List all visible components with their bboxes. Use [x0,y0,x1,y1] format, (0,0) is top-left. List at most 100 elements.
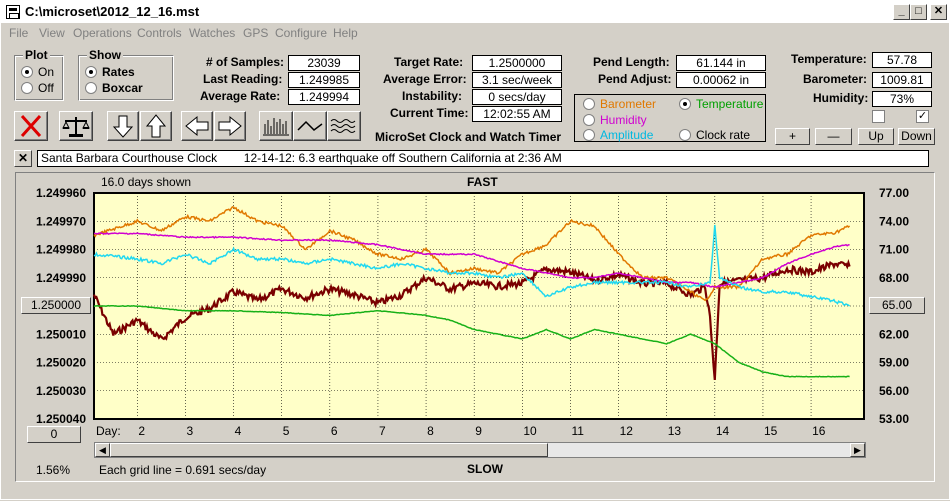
x-tick-label: 3 [186,424,193,438]
center-rate-button[interactable]: 1.250000 [21,297,91,314]
right-tick-label: 68.00 [879,271,909,285]
left-tick-label: 1.249960 [36,186,86,200]
pend-adjust-field: 0.00062 in [676,72,766,88]
horizontal-scrollbar[interactable]: ◀ ▶ [94,442,866,458]
sensor-clock-rate[interactable]: Clock rate [679,128,750,142]
note-field[interactable]: Santa Barbara Courthouse Clock 12-14-12:… [37,150,929,167]
show-boxcar-radio[interactable]: Boxcar [85,81,143,95]
x-tick-label: 11 [571,424,584,438]
average-rate-label: Average Rate: [200,89,281,103]
x-tick-label: 9 [475,424,482,438]
samples-label: # of Samples: [206,55,285,69]
noise-button[interactable] [327,111,361,141]
histogram-button[interactable] [259,111,293,141]
sensor-temperature-label: Temperature [696,97,764,111]
show-rates-radio[interactable]: Rates [85,65,135,79]
menu-help[interactable]: Help [333,26,358,40]
scroll-left-icon[interactable]: ◀ [95,443,110,457]
sensor-amplitude-label: Amplitude [600,128,654,142]
menu-controls[interactable]: Controls [137,26,182,40]
maximize-button[interactable]: □ [910,4,927,20]
arrow-down-icon [112,115,134,138]
right-tick-label: 62.00 [879,327,909,341]
menu-bar: File View Operations Controls Watches GP… [1,23,950,43]
menu-watches[interactable]: Watches [189,26,236,40]
app-icon [6,5,20,19]
target-rate-field[interactable]: 1.2500000 [472,55,562,71]
current-time-field: 12:02:55 AM [472,106,562,122]
x-tick-label: 14 [716,424,730,438]
show-boxcar-label: Boxcar [102,81,143,95]
sensor-humidity[interactable]: Humidity [583,113,647,127]
red-x-icon [20,114,42,138]
menu-view[interactable]: View [39,26,65,40]
sensor-barometer[interactable]: Barometer [583,97,656,111]
plot-area [93,192,865,420]
move-right-button[interactable] [214,111,246,141]
left-tick-label: 1.250010 [36,327,86,341]
down-button[interactable]: Down [898,128,935,145]
sensor-temperature[interactable]: Temperature [679,97,763,111]
plot-off-radio[interactable]: Off [21,81,54,95]
grid-note-label: Each grid line = 0.691 secs/day [99,463,267,477]
menu-configure[interactable]: Configure [275,26,328,40]
menu-file[interactable]: File [9,26,29,40]
plot-off-label: Off [38,81,54,95]
pend-length-field[interactable]: 61.144 in [676,55,766,71]
clear-button[interactable] [14,111,48,141]
days-shown-label: 16.0 days shown [101,175,192,189]
sensor-amplitude[interactable]: Amplitude [583,128,653,142]
menu-operations[interactable]: Operations [73,26,132,40]
x-tick-label: 6 [331,424,338,438]
move-left-button[interactable] [181,111,213,141]
plot-on-radio[interactable]: On [21,65,54,79]
noise-wave-icon [330,119,356,133]
series-humidity [93,232,850,288]
move-up-button[interactable] [140,111,172,141]
samples-field: 23039 [288,55,360,71]
minimize-button[interactable]: _ [893,4,910,20]
checkbox-1[interactable] [872,110,885,123]
close-button[interactable]: ✕ [930,4,947,20]
grid-lines [94,193,864,419]
last-reading-field: 1.249985 [288,72,360,88]
close-note-button[interactable]: ✕ [14,150,32,167]
up-button[interactable]: Up [858,128,894,145]
center-sensor-button[interactable]: 65.00 [869,297,925,314]
pend-adjust-label: Pend Adjust: [598,72,672,86]
menu-gps[interactable]: GPS [243,26,269,40]
title-bar: C:\microset\2012_12_16.mst _ □ ✕ [1,1,950,23]
temperature-label: Temperature: [791,52,867,66]
temperature-field: 57.78 [872,52,932,68]
sensor-barometer-label: Barometer [600,97,657,111]
offset-button[interactable]: 0 [27,426,81,443]
move-down-button[interactable] [107,111,139,141]
plus-button[interactable]: + [775,128,810,145]
average-error-field: 3.1 sec/week [472,72,562,88]
scroll-thumb[interactable] [110,443,548,457]
scroll-right-icon[interactable]: ▶ [850,443,865,457]
show-group: Show Rates Boxcar [78,48,174,101]
fast-label: FAST [467,175,498,189]
x-axis: Day: 2 3 4 5 6 7 8 9 10 11 12 13 14 15 16 [96,424,826,438]
series-barometer [93,206,851,302]
balance-button[interactable] [59,111,93,141]
right-tick-label: 71.00 [879,243,909,257]
x-tick-label: 4 [235,424,242,438]
x-tick-label: 15 [764,424,778,438]
window-title: C:\microset\2012_12_16.mst [25,4,200,19]
right-tick-label: 56.00 [879,384,909,398]
left-tick-label: 1.249990 [36,271,86,285]
instability-field: 0 secs/day [472,89,562,105]
target-rate-label: Target Rate: [394,55,464,69]
slow-label: SLOW [467,462,503,476]
smooth-button[interactable] [293,111,327,141]
checkbox-2[interactable]: ✓ [916,110,929,123]
current-time-label: Current Time: [390,106,469,120]
right-tick-label: 77.00 [879,186,909,200]
humidity-label: Humidity: [813,91,869,105]
series-temperature [93,304,850,378]
x-tick-label: 16 [812,424,826,438]
minus-button[interactable]: — [815,128,852,145]
